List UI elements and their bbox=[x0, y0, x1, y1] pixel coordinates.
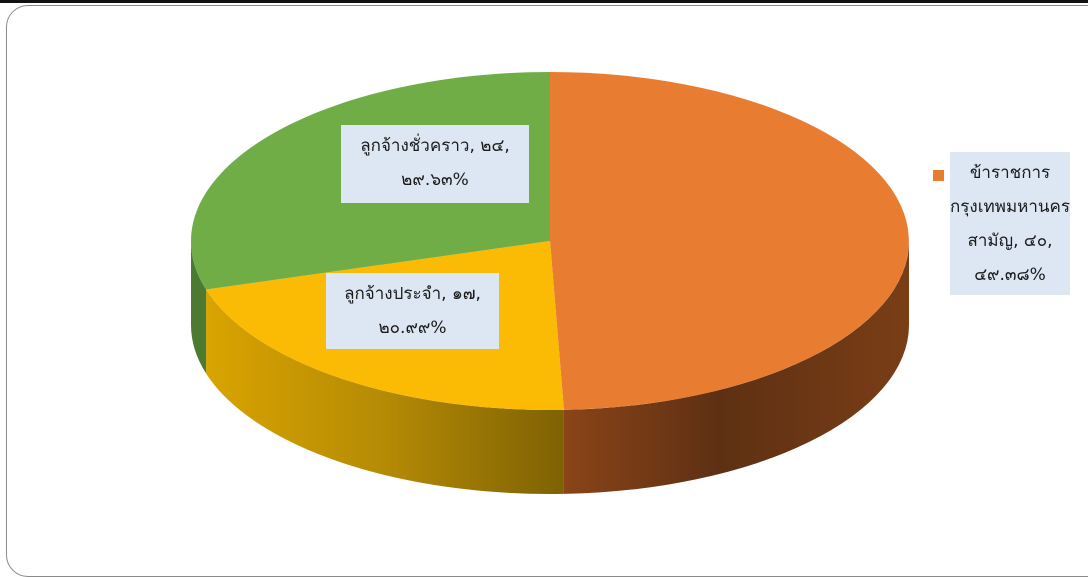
slice-label-line: ลูกจ้างชั่วคราว, ๒๔, bbox=[360, 136, 510, 156]
slice-label-line: ๒๐.๙๙% bbox=[378, 318, 447, 338]
slice-label-line: ข้าราชการ bbox=[969, 163, 1051, 183]
pie-side-civil-servant bbox=[563, 241, 909, 494]
pie-side-permanent-employee bbox=[206, 289, 564, 494]
pie-side-temporary-employee bbox=[190, 241, 207, 374]
slice-label-line: ๒๙.๖๓% bbox=[401, 170, 469, 190]
pie-slice-civil-servant bbox=[550, 72, 909, 410]
slice-label-line: สามัญ, ๔๐, bbox=[967, 231, 1053, 251]
slice-legend-key-civil-servant bbox=[933, 170, 944, 181]
slice-label-permanent-employee: ลูกจ้างประจำ, ๑๗, ๒๐.๙๙% bbox=[326, 273, 499, 349]
slice-label-line: กรุงเทพมหานคร bbox=[950, 197, 1071, 217]
pie-chart bbox=[190, 72, 909, 494]
slice-label-civil-servant: ข้าราชการ กรุงเทพมหานคร สามัญ, ๔๐, ๔๙.๓๘… bbox=[950, 152, 1070, 295]
window-top-border bbox=[0, 0, 1088, 3]
slice-label-temporary-employee: ลูกจ้างชั่วคราว, ๒๔, ๒๙.๖๓% bbox=[341, 125, 529, 203]
slice-label-line: ลูกจ้างประจำ, ๑๗, bbox=[344, 284, 481, 304]
slice-label-line: ๔๙.๓๘% bbox=[974, 265, 1046, 285]
